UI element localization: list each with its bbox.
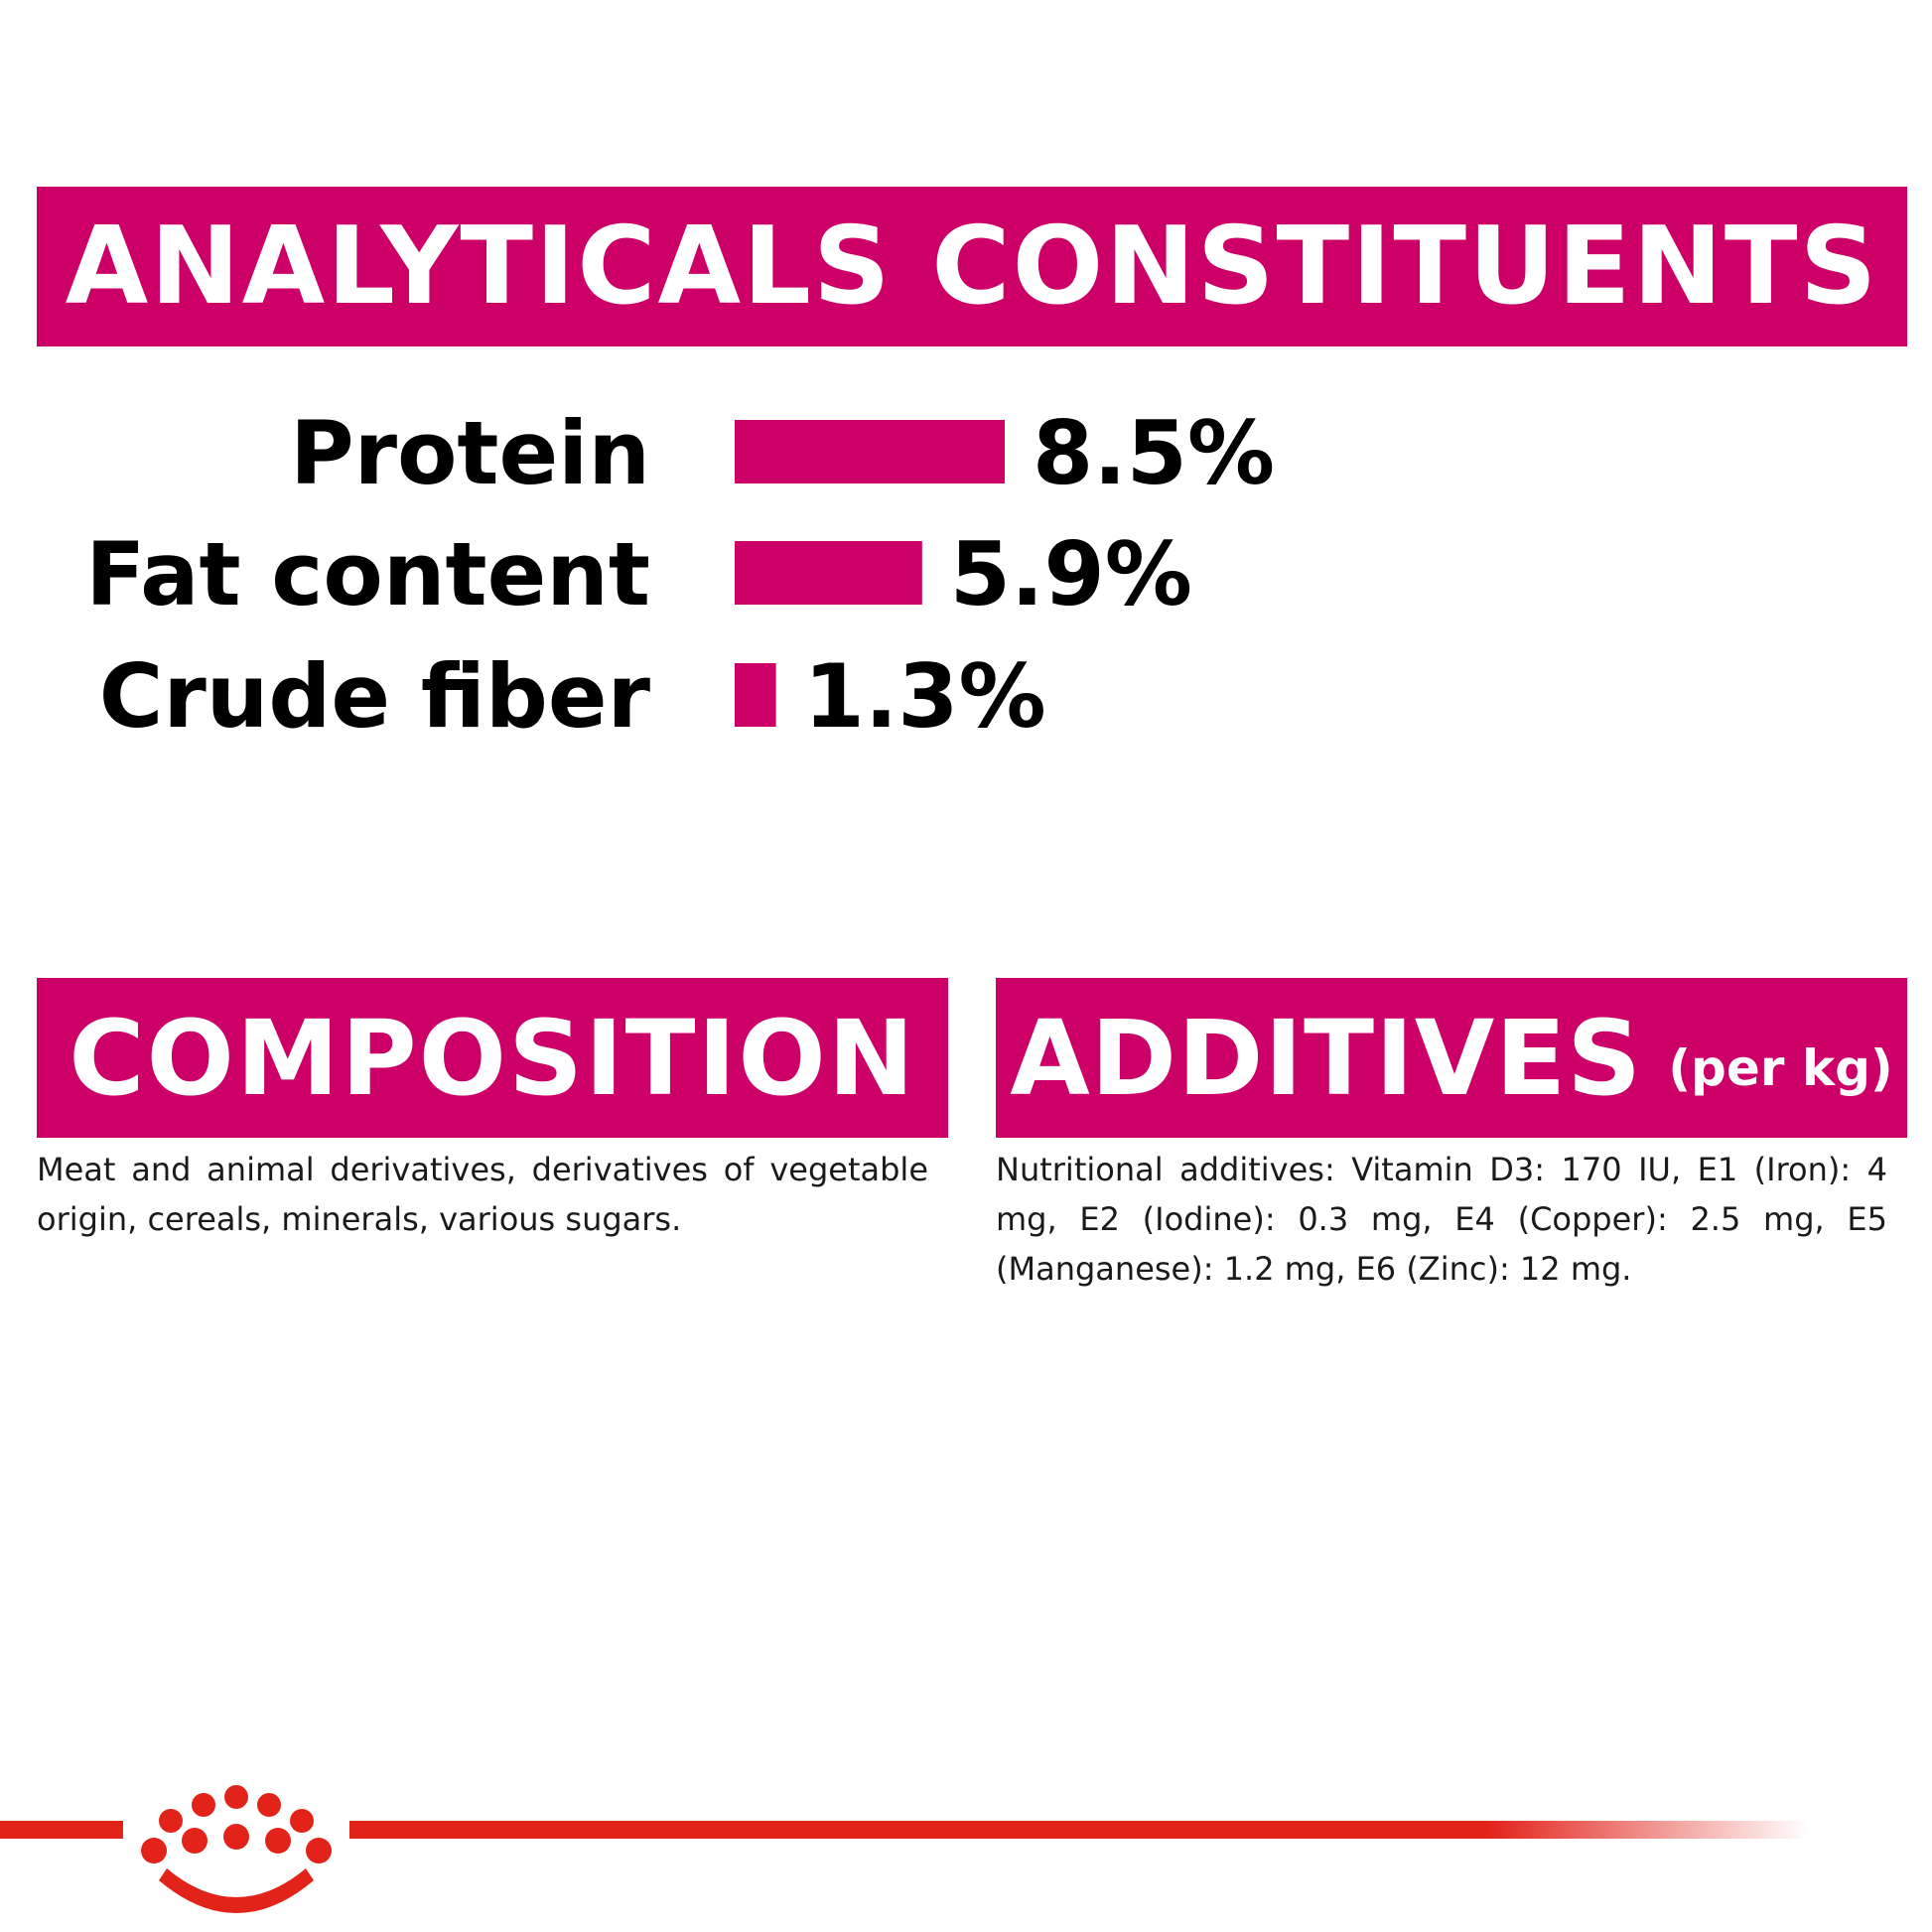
additives-text: Nutritional additives: Vitamin D3: 170 I… bbox=[996, 1151, 1887, 1288]
analytics-heading-banner: ANALYTICALS CONSTITUENTS bbox=[37, 187, 1907, 346]
value-label-crude-fiber: 1.3% bbox=[804, 645, 1046, 748]
bar-protein bbox=[735, 420, 1005, 483]
additives-unit: (per kg) bbox=[1668, 1038, 1893, 1097]
analytics-heading: ANALYTICALS CONSTITUENTS bbox=[65, 205, 1879, 329]
crown-icon bbox=[141, 1785, 332, 1913]
composition-text: Meat and animal derivatives, derivatives… bbox=[37, 1151, 928, 1238]
bar-fat-content bbox=[735, 541, 922, 605]
bar-crude-fiber bbox=[735, 663, 776, 727]
additives-heading-banner: ADDITIVES (per kg) bbox=[996, 978, 1907, 1138]
footer-line-left bbox=[0, 1821, 123, 1839]
row-label-fat-content: Fat content bbox=[85, 523, 650, 625]
nutrient-bar-chart: Protein 8.5% Fat content 5.9% Crude fiber 1.3… bbox=[85, 402, 1275, 748]
composition-heading: COMPOSITION bbox=[69, 997, 916, 1119]
row-label-crude-fiber: Crude fiber bbox=[99, 645, 651, 748]
footer-line-right bbox=[349, 1821, 1809, 1839]
row-label-protein: Protein bbox=[290, 402, 650, 504]
brand-footer bbox=[0, 1785, 1809, 1913]
composition-heading-banner: COMPOSITION bbox=[37, 978, 948, 1138]
additives-heading: ADDITIVES bbox=[1010, 997, 1643, 1119]
value-label-protein: 8.5% bbox=[1033, 402, 1275, 504]
value-label-fat-content: 5.9% bbox=[950, 523, 1192, 625]
